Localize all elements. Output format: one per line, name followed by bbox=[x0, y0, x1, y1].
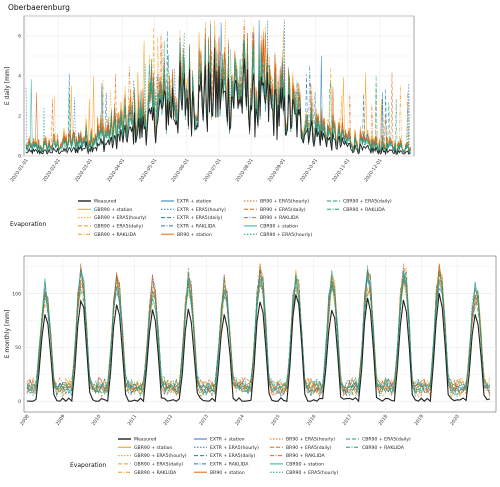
legend-label: BR90 + RAKLIDA bbox=[286, 453, 325, 459]
legend-label: CBR90 + station bbox=[286, 462, 324, 468]
monthly-y-tick-label: 50 bbox=[15, 345, 21, 351]
legend-label: EXTR + ERA5(daily) bbox=[177, 215, 223, 221]
legend-label: GBR90 + ERA5(hourly) bbox=[134, 453, 187, 459]
chart-title: Oberbaerenburg bbox=[8, 3, 70, 12]
legend-label: EXTR + ERA5(daily) bbox=[210, 453, 256, 459]
legend-title-top: Evaporation bbox=[10, 221, 46, 228]
monthly-series-measured bbox=[26, 293, 491, 403]
legend-title-bottom: Evaporation bbox=[70, 462, 106, 469]
daily-y-axis-label: E daily [mm] bbox=[4, 67, 11, 105]
monthly-x-tick-label: 2019 bbox=[413, 414, 425, 427]
daily-series-line bbox=[25, 32, 411, 154]
legend-label: GBR90 + RAKLIDA bbox=[134, 470, 177, 476]
legend-label: CBR90 + station bbox=[260, 224, 298, 230]
legend-label: BR90 + station bbox=[177, 232, 212, 238]
legend-label: EXTR + station bbox=[210, 437, 245, 443]
legend-label: CBR90 + ERA5(daily) bbox=[343, 199, 392, 205]
monthly-series-line bbox=[26, 271, 491, 399]
legend-label: EXTR + RAKLIDA bbox=[210, 462, 249, 468]
legend-label: EXTR + station bbox=[177, 199, 212, 205]
legend-label: EXTR + ERA5(hourly) bbox=[177, 207, 226, 213]
monthly-series-line bbox=[26, 263, 491, 398]
monthly-series-line bbox=[26, 268, 491, 397]
monthly-x-tick-label: 2011 bbox=[127, 414, 139, 427]
daily-y-tick-label: 0 bbox=[18, 154, 21, 160]
monthly-x-tick-label: 2018 bbox=[377, 414, 389, 427]
monthly-x-tick-label: 2017 bbox=[342, 414, 354, 427]
legend-label: GBR90 + station bbox=[94, 207, 132, 213]
legend-label: BR90 + station bbox=[210, 470, 245, 476]
daily-y-tick-label: 6 bbox=[18, 34, 21, 40]
legend-label: EXTR + ERA5(hourly) bbox=[210, 445, 259, 451]
monthly-series-line bbox=[26, 265, 491, 398]
monthly-y-axis-label: E monthly [mm] bbox=[4, 310, 11, 359]
legend-label: BR90 + ERA5(daily) bbox=[286, 445, 332, 451]
monthly-x-tick-label: 2020 bbox=[449, 414, 461, 427]
monthly-x-tick-label: 2008 bbox=[19, 414, 31, 427]
legend-label: CBR90 + RAKLIDA bbox=[343, 207, 386, 213]
legend-label: BR90 + ERA5(hourly) bbox=[260, 199, 309, 205]
legend-label: Measured bbox=[94, 199, 117, 205]
legend-label: CBR90 + ERA5(hourly) bbox=[286, 470, 338, 476]
monthly-series-line bbox=[26, 267, 491, 396]
legend-label: GBR90 + ERA5(daily) bbox=[134, 462, 183, 468]
legend-label: Measured bbox=[134, 437, 157, 443]
legend-label: GBR90 + ERA5(hourly) bbox=[94, 215, 147, 221]
daily-series-measured bbox=[25, 47, 411, 156]
monthly-x-tick-label: 2013 bbox=[198, 414, 210, 427]
legend-bottom: Measured GBR90 + station GBR90 + ERA5(hour… bbox=[118, 437, 411, 476]
monthly-x-tick-label: 2015 bbox=[270, 414, 282, 427]
legend-label: GBR90 + station bbox=[134, 445, 172, 451]
legend-label: BR90 + ERA5(hourly) bbox=[286, 437, 335, 443]
monthly-y-tick-label: 0 bbox=[18, 399, 21, 405]
legend-label: GBR90 + RAKLIDA bbox=[94, 232, 137, 238]
legend-top: Measured GBR90 + station GBR90 + ERA5(hour… bbox=[78, 199, 392, 238]
daily-y-tick-label: 2 bbox=[18, 114, 21, 120]
legend-label: EXTR + RAKLIDA bbox=[177, 224, 216, 230]
legend-label: CBR90 + RAKLIDA bbox=[362, 445, 405, 451]
monthly-x-tick-label: 2010 bbox=[91, 414, 103, 427]
legend-label: BR90 + RAKLIDA bbox=[260, 215, 299, 221]
monthly-y-tick-label: 100 bbox=[12, 291, 21, 297]
monthly-series-line bbox=[26, 263, 491, 398]
monthly-plot-panel: 0 50 100 2008 2009 2010 2011 2012 2013 2014 2015 2… bbox=[12, 255, 497, 427]
daily-y-tick-label: 4 bbox=[18, 74, 21, 80]
legend-label: CBR90 + ERA5(daily) bbox=[362, 437, 411, 443]
monthly-x-tick-label: 2009 bbox=[55, 414, 67, 427]
monthly-x-tick-label: 2016 bbox=[306, 414, 318, 427]
legend-label: BR90 + ERA5(daily) bbox=[260, 207, 306, 213]
monthly-x-tick-label: 2014 bbox=[234, 414, 246, 427]
legend-label: CBR90 + ERA5(hourly) bbox=[260, 232, 312, 238]
monthly-x-tick-label: 2012 bbox=[162, 414, 174, 427]
legend-label: GBR90 + ERA5(daily) bbox=[94, 224, 143, 230]
